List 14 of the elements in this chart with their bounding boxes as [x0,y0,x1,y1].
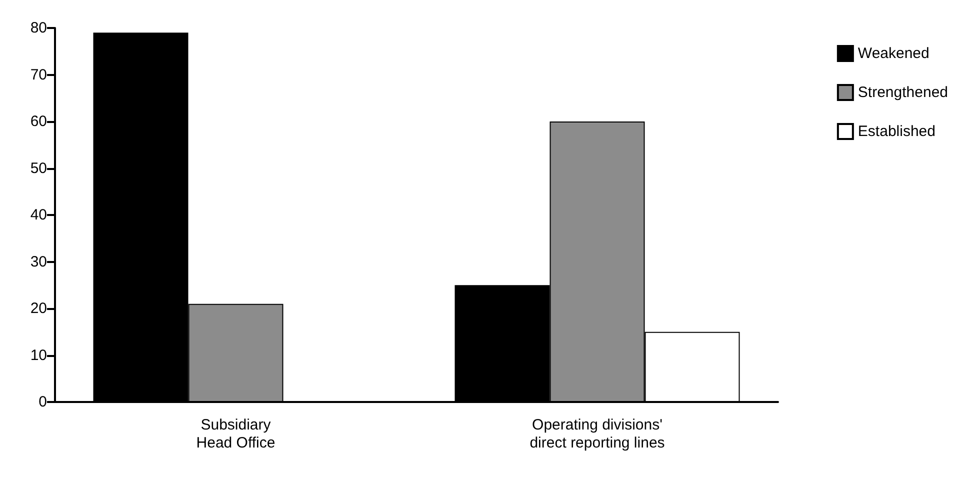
y-tick-label: 80 [30,20,47,36]
y-tick-label: 20 [30,300,47,317]
x-tick-label: Operating divisions' direct reporting lines [530,416,665,452]
y-tick-label: 60 [30,113,47,130]
y-tick-label: 40 [30,206,47,224]
y-tick-label: 10 [30,346,47,364]
legend-label: Established [858,123,936,140]
y-tick-label: 0 [38,394,47,410]
y-tick-label: 30 [30,253,47,270]
legend-label: Weakened [858,45,930,62]
y-tick-label: 50 [30,160,47,177]
x-tick-label: Subsidiary Head Office [196,416,276,452]
y-tick-label: 70 [30,66,47,84]
legend-label: Strengthened [858,84,948,101]
